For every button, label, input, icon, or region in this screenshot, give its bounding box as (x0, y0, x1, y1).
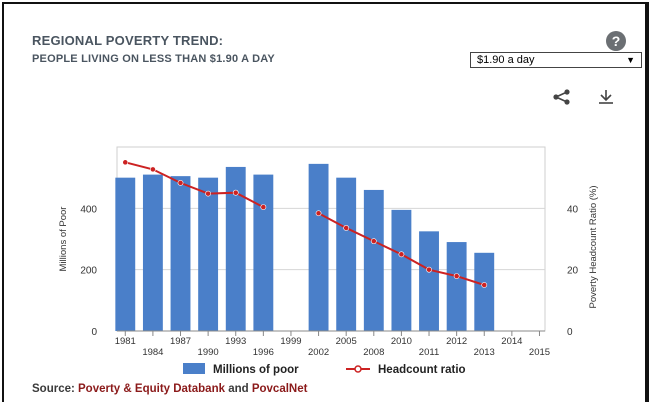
legend-bar-label: Millions of poor (213, 364, 299, 376)
y-tick-label: 0 (91, 327, 97, 338)
headcount-point (122, 159, 129, 166)
x-tick-label: 1993 (225, 336, 246, 347)
bar (142, 174, 163, 331)
y2-tick-label: 0 (567, 327, 573, 338)
y-axis-title: Millions of Poor (58, 207, 69, 272)
x-tick-label: 2015 (529, 347, 550, 358)
legend-line-marker (354, 365, 362, 373)
source-prefix: Source: (32, 383, 79, 395)
chevron-down-icon: ▼ (626, 55, 635, 65)
headcount-point (315, 210, 322, 217)
bar (363, 189, 384, 331)
source-and: and (225, 383, 252, 395)
bar (115, 177, 136, 331)
headcount-point (453, 273, 460, 280)
y2-axis-title: Poverty Headcount Ratio (%) (588, 185, 599, 308)
source-link-databank[interactable]: Poverty & Equity Databank (78, 383, 225, 395)
headcount-point (232, 189, 239, 196)
x-tick-label: 2002 (308, 347, 329, 358)
bar (446, 242, 467, 331)
headcount-point (177, 179, 184, 186)
source-note: Source: Poverty & Equity Databank and Po… (32, 383, 307, 395)
page-title: REGIONAL POVERTY TREND: (32, 33, 224, 48)
legend-line-label: Headcount ratio (378, 364, 466, 376)
x-tick-label: 1996 (253, 347, 274, 358)
x-tick-label: 2012 (446, 336, 467, 347)
x-tick-label: 1981 (115, 336, 136, 347)
y2-tick-label: 40 (567, 204, 579, 215)
bar (391, 209, 412, 331)
x-tick-label: 2014 (501, 336, 522, 347)
x-tick-label: 1990 (198, 347, 219, 358)
x-tick-label: 1999 (280, 336, 301, 347)
headcount-line (125, 161, 264, 208)
headcount-point (205, 190, 212, 197)
legend-bar-swatch (183, 363, 205, 374)
bar (474, 252, 495, 331)
download-icon[interactable] (597, 89, 615, 105)
x-tick-label: 2005 (336, 336, 357, 347)
headcount-point (149, 166, 156, 173)
x-tick-label: 1987 (170, 336, 191, 347)
headcount-point (398, 251, 405, 258)
help-icon[interactable]: ? (606, 31, 626, 51)
source-link-povcalnet[interactable]: PovcalNet (251, 383, 308, 395)
share-icon[interactable] (553, 89, 571, 105)
bar (225, 166, 246, 331)
bar (336, 177, 357, 331)
chart-panel (2, 2, 649, 402)
headcount-point (370, 238, 377, 245)
bar (253, 174, 274, 331)
bar (170, 176, 191, 331)
y-tick-label: 400 (80, 204, 97, 215)
x-tick-label: 2013 (474, 347, 495, 358)
x-tick-label: 2008 (363, 347, 384, 358)
bar (419, 231, 439, 331)
poverty-line-select[interactable]: $1.90 a day ▼ (470, 52, 642, 68)
poverty-line-select-value: $1.90 a day (477, 54, 535, 66)
y-tick-label: 200 (80, 266, 97, 277)
headcount-point (260, 204, 267, 211)
x-tick-label: 1984 (142, 347, 163, 358)
headcount-point (481, 282, 488, 288)
x-tick-label: 2011 (419, 347, 439, 358)
y2-tick-label: 20 (567, 266, 579, 277)
bar (308, 163, 329, 331)
bar (198, 177, 219, 331)
x-tick-label: 2010 (391, 336, 412, 347)
headcount-point (426, 266, 432, 273)
page-subtitle: PEOPLE LIVING ON LESS THAN $1.90 A DAY (32, 53, 275, 65)
headcount-point (343, 225, 350, 231)
